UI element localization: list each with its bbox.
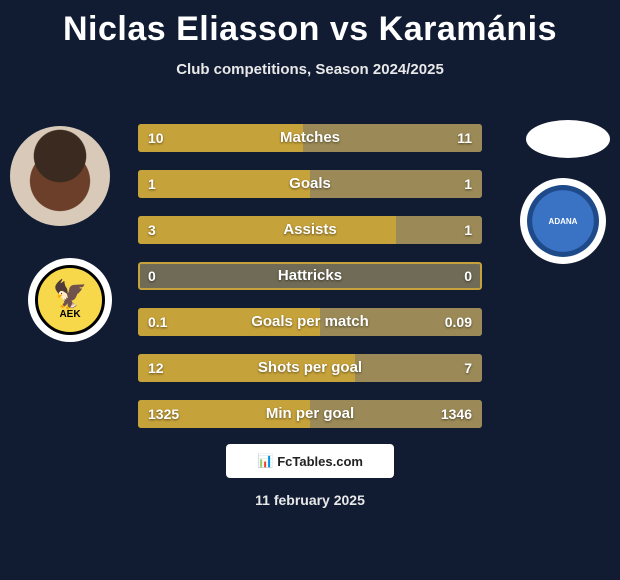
stat-label: Hattricks — [138, 262, 482, 290]
stat-label: Min per goal — [138, 400, 482, 428]
page-subtitle: Club competitions, Season 2024/2025 — [0, 61, 620, 78]
stat-row: 00Hattricks — [138, 262, 482, 290]
stat-bars: 1011Matches 11Goals 31Assists 00Hattricks 0.… — [138, 124, 482, 446]
stat-row: 31Assists — [138, 216, 482, 244]
stat-row: 13251346Min per goal — [138, 400, 482, 428]
stat-label: Goals — [138, 170, 482, 198]
stat-label: Matches — [138, 124, 482, 152]
club1-badge: 🦅 AEK — [28, 258, 112, 342]
eagle-icon: 🦅 — [53, 281, 88, 309]
stat-row: 0.10.09Goals per match — [138, 308, 482, 336]
stat-label: Shots per goal — [138, 354, 482, 382]
club1-label: AEK — [59, 309, 80, 320]
club2-badge: ADANA — [520, 178, 606, 264]
player1-avatar — [10, 126, 110, 226]
club2-logo: ADANA — [527, 185, 599, 257]
stat-row: 127Shots per goal — [138, 354, 482, 382]
player1-face-placeholder — [10, 126, 110, 226]
brand-badge[interactable]: 📊 FcTables.com — [226, 444, 394, 478]
stat-label: Assists — [138, 216, 482, 244]
player2-avatar — [526, 120, 610, 158]
club2-label: ADANA — [549, 217, 578, 226]
chart-icon: 📊 — [257, 453, 273, 469]
stat-label: Goals per match — [138, 308, 482, 336]
stat-row: 11Goals — [138, 170, 482, 198]
stat-row: 1011Matches — [138, 124, 482, 152]
brand-text: FcTables.com — [277, 454, 363, 469]
footer-date: 11 february 2025 — [0, 492, 620, 508]
page-title: Niclas Eliasson vs Karamánis — [0, 0, 620, 49]
club1-logo: 🦅 AEK — [35, 265, 105, 335]
